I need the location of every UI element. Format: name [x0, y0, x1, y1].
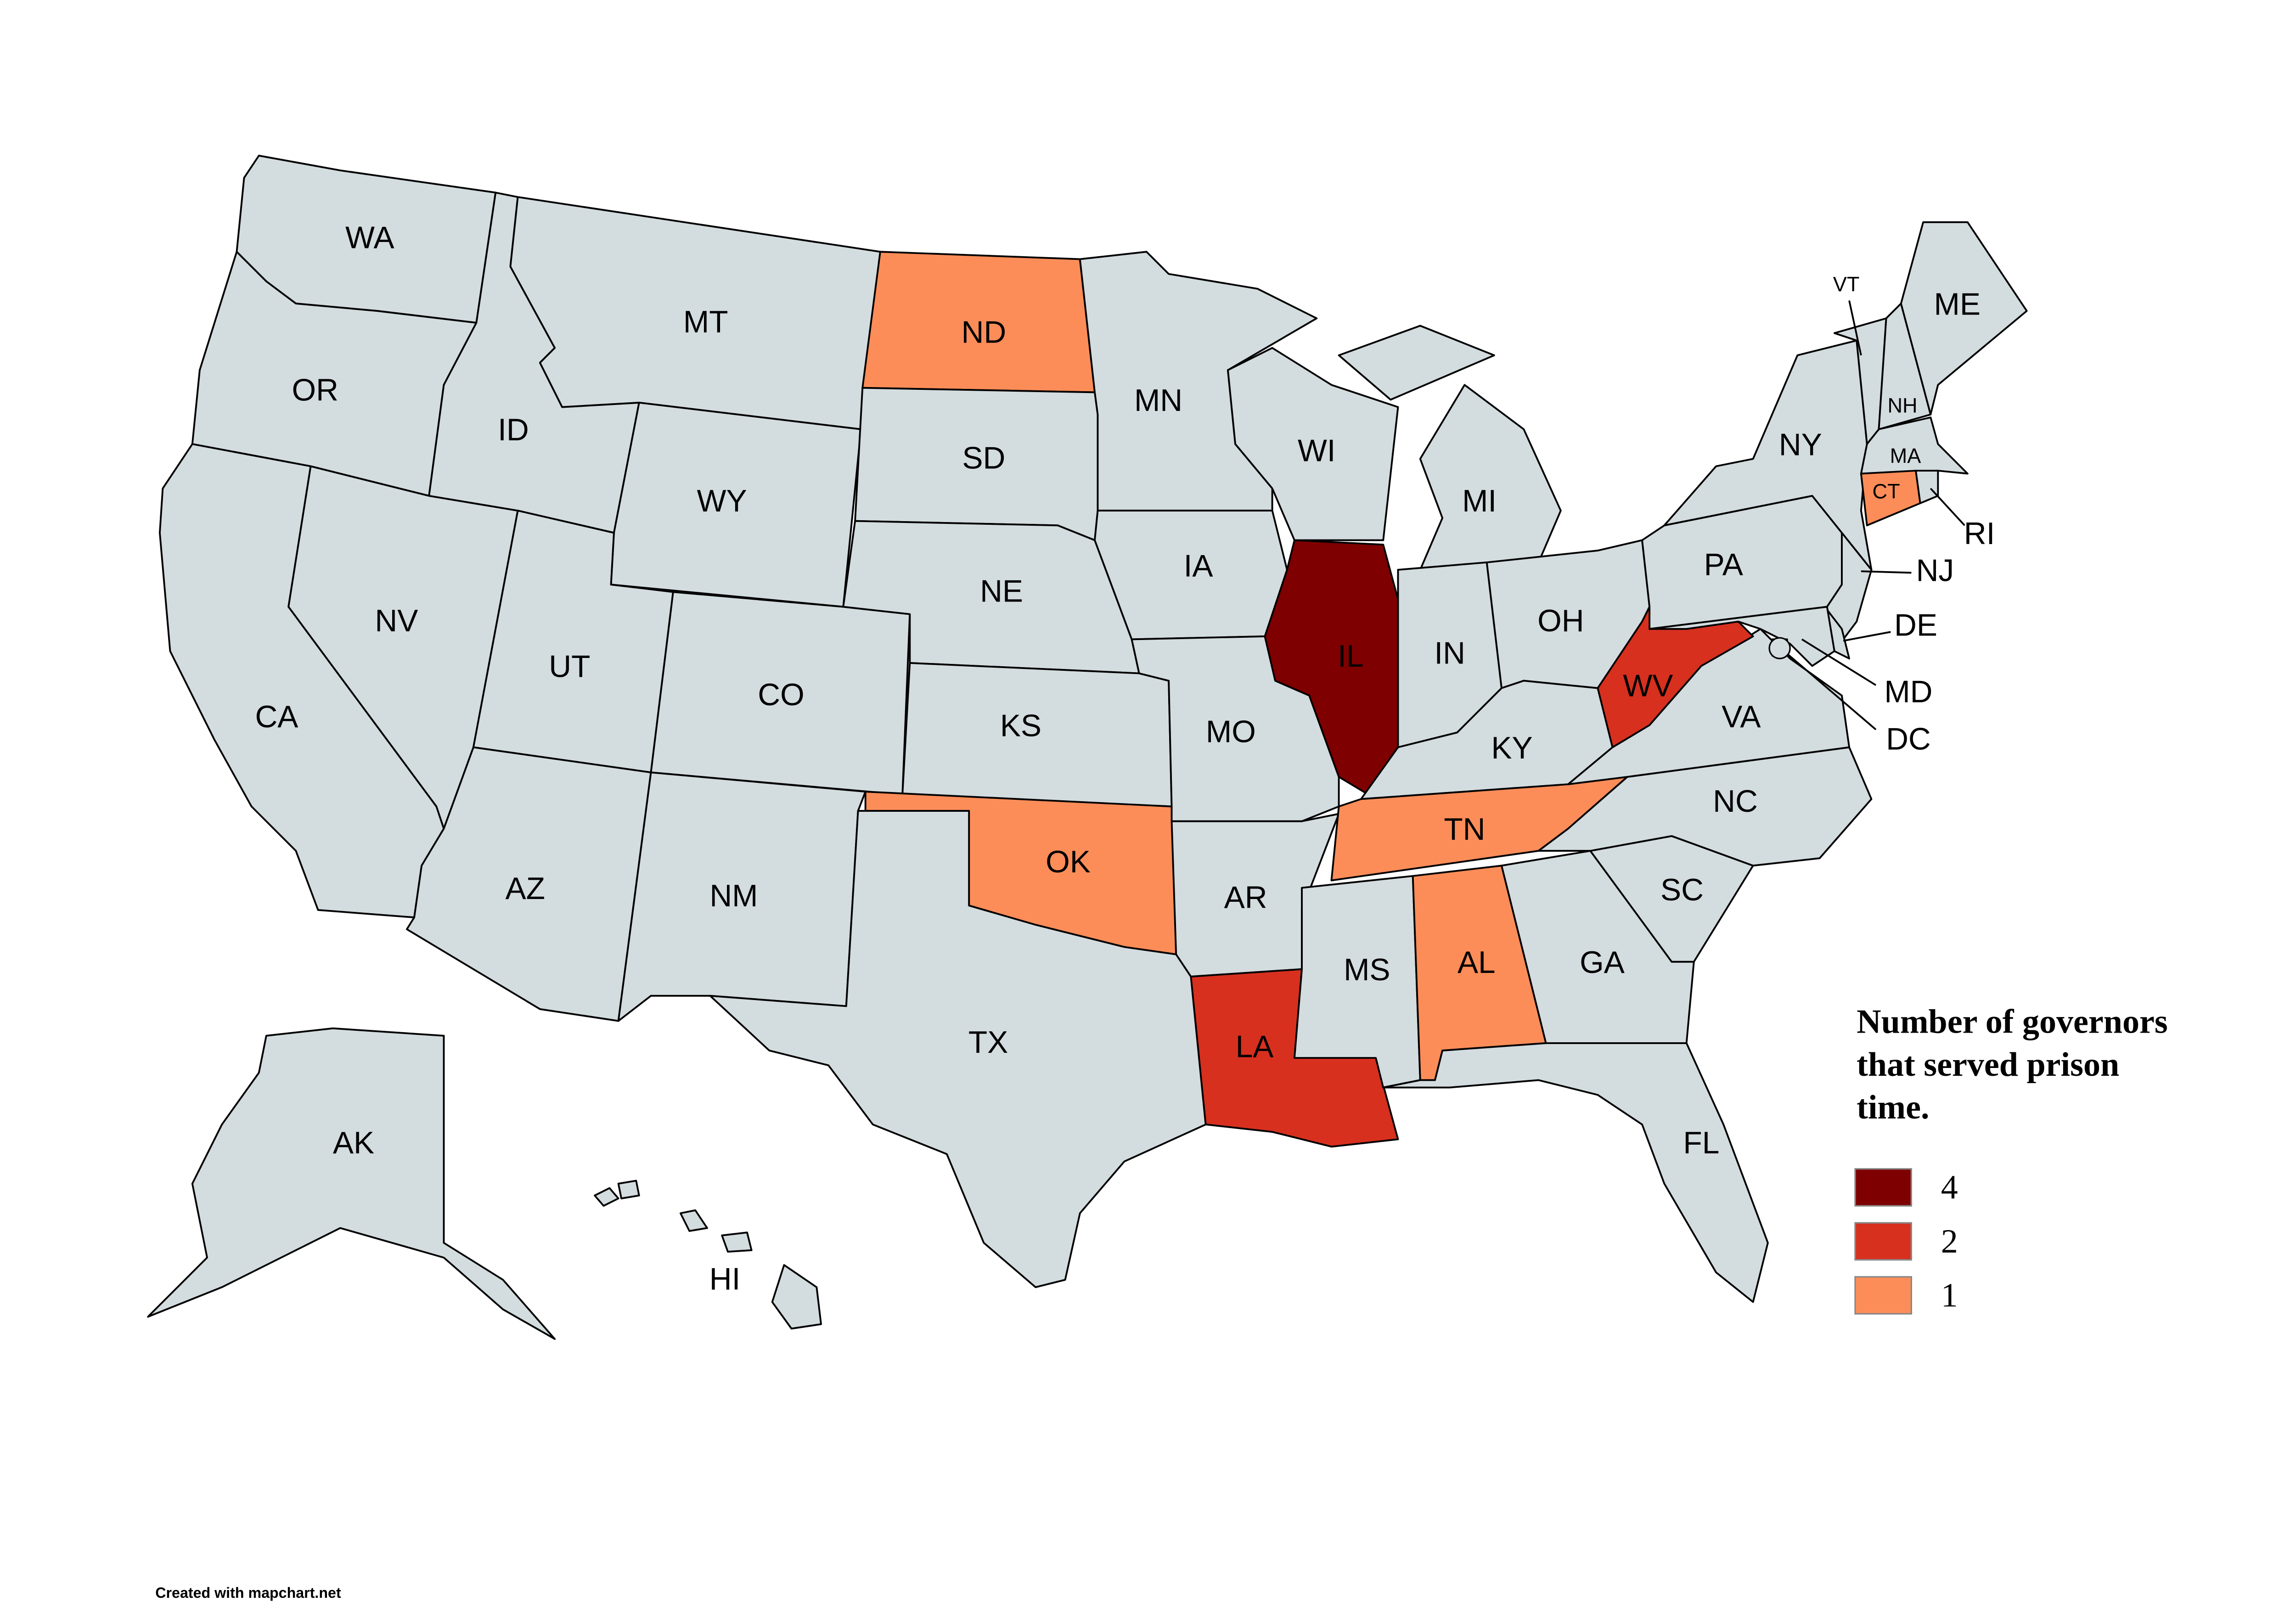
state-label: ID [498, 413, 529, 447]
state-label: NJ [1916, 553, 1954, 588]
leader-line [1843, 631, 1891, 642]
leader-line [1861, 570, 1912, 574]
state-shape [721, 1231, 753, 1253]
legend-title: that served prison [1857, 1046, 2119, 1084]
state-label: CA [255, 700, 298, 734]
state-label: MA [1890, 444, 1921, 467]
state-label: CT [1873, 479, 1900, 503]
state-label: VA [1722, 700, 1761, 734]
state-label: NV [375, 604, 418, 638]
state-label: KS [1000, 709, 1041, 743]
state-label: WA [345, 220, 394, 255]
legend-label: 2 [1941, 1223, 1958, 1260]
legend-title: Number of governors [1857, 1003, 2168, 1040]
state-shape [617, 1180, 640, 1200]
state-shape [1597, 606, 1754, 748]
state-label: WV [1623, 669, 1673, 703]
state-shape [1338, 325, 1495, 401]
state-shape [1227, 347, 1399, 541]
state-label: NH [1887, 394, 1917, 417]
state-shape [1382, 1042, 1769, 1303]
state-label: NC [1713, 784, 1758, 819]
legend-swatch [1854, 1222, 1912, 1261]
state-label: MN [1134, 383, 1182, 418]
state-shape [709, 810, 1207, 1288]
state-label: GA [1580, 945, 1625, 980]
state-label: UT [549, 650, 590, 684]
legend-title: time. [1857, 1089, 1929, 1126]
dc-marker [1768, 637, 1791, 659]
state-label: ME [1934, 287, 1981, 321]
state-label: RI [1964, 517, 1995, 551]
state-label: MD [1884, 674, 1932, 709]
state-shape [1537, 746, 1873, 867]
state-label: KY [1491, 731, 1532, 765]
state-label: AK [333, 1126, 374, 1160]
state-label: MT [683, 305, 728, 339]
state-label: WI [1298, 433, 1336, 468]
state-label: NE [980, 574, 1023, 608]
state-labels: WA OR CA NV ID MT WY UT CO AZ NM ND SD NE KS OK TX MN IA MO… [255, 220, 1995, 1296]
state-label: VT [1833, 272, 1860, 296]
state-label: MI [1462, 484, 1497, 518]
state-shape [1900, 221, 2028, 416]
state-label: CO [758, 678, 804, 712]
state-label: AZ [505, 871, 545, 906]
state-label: TX [968, 1025, 1008, 1060]
state-label: SC [1660, 873, 1704, 907]
state-label: LA [1236, 1030, 1274, 1064]
state-shape [1264, 539, 1399, 800]
state-shape [1649, 606, 1835, 667]
state-label: HI [709, 1262, 741, 1296]
states [147, 154, 2028, 1340]
legend-swatch [1854, 1168, 1912, 1207]
state-shape [650, 591, 911, 796]
state-label: DC [1886, 722, 1931, 757]
state-label: SD [962, 441, 1005, 475]
state-shape [147, 1027, 556, 1340]
state-label: NY [1779, 427, 1822, 462]
state-label: FL [1683, 1126, 1719, 1160]
state-label: DE [1894, 608, 1937, 642]
state-label: MO [1206, 714, 1256, 749]
state-shape [594, 1187, 619, 1207]
state-label: OR [292, 373, 338, 407]
leader-lines [1768, 300, 1965, 730]
leader-line [1848, 300, 1862, 356]
state-label: ND [962, 315, 1007, 350]
leader-line [1801, 638, 1877, 686]
state-label: NM [709, 879, 758, 913]
state-label: AL [1458, 945, 1496, 980]
state-label: WY [697, 484, 747, 518]
state-label: TN [1444, 812, 1485, 847]
state-label: AR [1224, 880, 1267, 915]
state-label: IL [1338, 639, 1363, 674]
legend-swatch [1854, 1276, 1912, 1315]
state-label: MS [1344, 953, 1390, 987]
state-label: OH [1537, 604, 1584, 638]
state-label: IN [1434, 636, 1465, 671]
legend: Number of governors that served prison tim… [1854, 1003, 2168, 1315]
state-shape [680, 1209, 708, 1232]
legend-label: 1 [1941, 1276, 1958, 1314]
credit: Created with mapchart.net [155, 1585, 341, 1601]
state-shape [771, 1264, 822, 1330]
legend-label: 4 [1941, 1169, 1958, 1206]
leader-line [1784, 650, 1877, 730]
state-shape [610, 402, 862, 608]
state-label: IA [1184, 549, 1213, 584]
state-label: OK [1046, 845, 1091, 879]
state-label: PA [1704, 547, 1743, 582]
leader-line [1930, 488, 1965, 526]
